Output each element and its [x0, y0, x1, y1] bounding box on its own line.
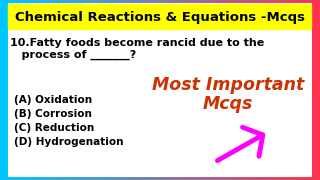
Text: (A) Oxidation: (A) Oxidation: [14, 95, 92, 105]
FancyBboxPatch shape: [9, 4, 311, 30]
Text: process of _______?: process of _______?: [10, 50, 136, 60]
Text: (B) Corrosion: (B) Corrosion: [14, 109, 92, 119]
Text: (C) Reduction: (C) Reduction: [14, 123, 94, 133]
Text: Mcqs: Mcqs: [203, 95, 253, 113]
Text: Chemical Reactions & Equations -Mcqs: Chemical Reactions & Equations -Mcqs: [15, 10, 305, 24]
Text: 10.Fatty foods become rancid due to the: 10.Fatty foods become rancid due to the: [10, 38, 264, 48]
Text: Most Important: Most Important: [152, 76, 304, 94]
Text: (D) Hydrogenation: (D) Hydrogenation: [14, 137, 124, 147]
